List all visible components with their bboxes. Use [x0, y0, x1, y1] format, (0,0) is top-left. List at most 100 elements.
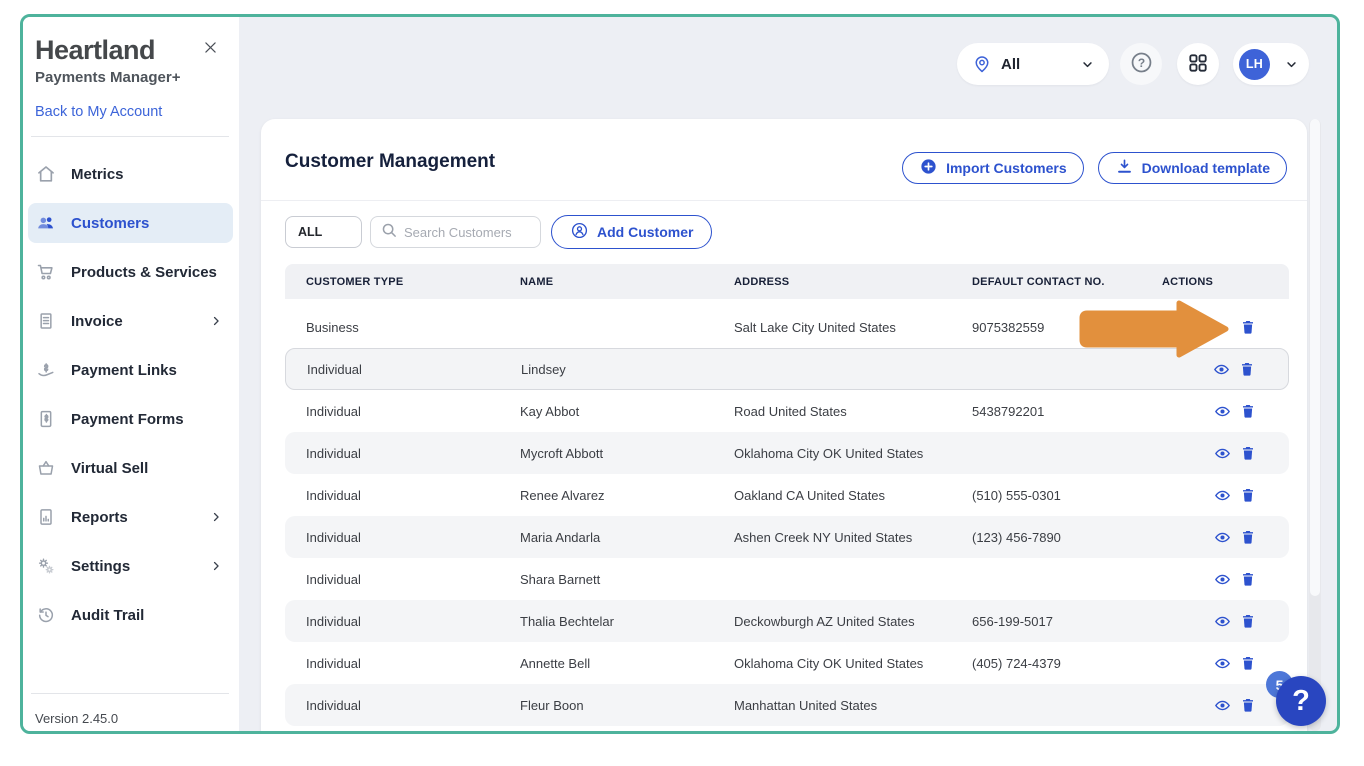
- trash-icon: [1240, 575, 1256, 588]
- cell-address: Road United States: [734, 404, 972, 419]
- import-customers-button[interactable]: Import Customers: [902, 152, 1084, 184]
- trash-icon: [1240, 449, 1256, 462]
- customer-management-card: Customer Management Import Customers Dow…: [261, 119, 1307, 734]
- delete-customer-button[interactable]: [1240, 697, 1256, 713]
- eye-icon: [1214, 450, 1231, 462]
- cell-actions: [1163, 361, 1288, 378]
- help-bubble[interactable]: ?: [1276, 676, 1326, 726]
- column-header: DEFAULT CONTACT NO.: [972, 276, 1162, 288]
- delete-customer-button[interactable]: [1239, 361, 1255, 377]
- cell-name: Annette Bell: [520, 656, 734, 671]
- apps-grid-button[interactable]: [1177, 43, 1219, 85]
- eye-icon: [1213, 366, 1230, 378]
- home-icon: [36, 164, 58, 184]
- sidebar-item-label: Reports: [71, 509, 128, 526]
- reports-icon: [36, 507, 58, 527]
- sidebar-item-customers[interactable]: Customers: [28, 203, 233, 243]
- sidebar-item-metrics[interactable]: Metrics: [28, 154, 233, 194]
- sidebar-item-payment-links[interactable]: Payment Links: [28, 350, 233, 390]
- delete-customer-button[interactable]: [1240, 487, 1256, 503]
- table-row: IndividualKay AbbotRoad United States543…: [285, 390, 1289, 432]
- sidebar-item-label: Payment Forms: [71, 411, 184, 428]
- add-customer-label: Add Customer: [597, 224, 693, 240]
- view-customer-button[interactable]: [1214, 697, 1231, 714]
- sidebar-item-label: Metrics: [71, 166, 124, 183]
- cell-name: Mycroft Abbott: [520, 446, 734, 461]
- chevron-down-icon: [1284, 57, 1299, 72]
- back-to-account-link[interactable]: Back to My Account: [35, 104, 162, 120]
- delete-customer-button[interactable]: [1240, 655, 1256, 671]
- sidebar-item-virtual-sell[interactable]: Virtual Sell: [28, 448, 233, 488]
- sidebar-item-invoice[interactable]: Invoice: [28, 301, 233, 341]
- table-header: CUSTOMER TYPENAMEADDRESSDEFAULT CONTACT …: [285, 264, 1289, 299]
- location-filter-dropdown[interactable]: All: [957, 43, 1109, 85]
- eye-icon: [1214, 534, 1231, 546]
- view-customer-button[interactable]: [1214, 613, 1231, 630]
- sidebar-item-reports[interactable]: Reports: [28, 497, 233, 537]
- app-window: Heartland Payments Manager+ Back to My A…: [0, 0, 1364, 766]
- delete-customer-button[interactable]: [1240, 613, 1256, 629]
- column-header: ACTIONS: [1162, 276, 1289, 288]
- type-filter-dropdown[interactable]: ALL: [285, 216, 362, 248]
- grid-apps-icon: [1187, 52, 1209, 77]
- user-menu[interactable]: LH: [1233, 43, 1309, 85]
- sidebar-item-products-services[interactable]: Products & Services: [28, 252, 233, 292]
- eye-icon: [1214, 618, 1231, 630]
- cell-name: Fleur Boon: [520, 698, 734, 713]
- cell-actions: [1162, 487, 1289, 504]
- chevron-right-icon[interactable]: [209, 559, 223, 573]
- help-button[interactable]: ?: [1120, 43, 1162, 85]
- cell-type: Individual: [306, 404, 520, 419]
- scrollbar[interactable]: [1309, 119, 1321, 731]
- app-frame: Heartland Payments Manager+ Back to My A…: [20, 14, 1340, 734]
- view-customer-button[interactable]: [1214, 529, 1231, 546]
- cell-type: Business: [306, 320, 520, 335]
- cell-type: Individual: [306, 698, 520, 713]
- help-widget[interactable]: 5 ?: [1259, 665, 1331, 731]
- sidebar-item-payment-forms[interactable]: Payment Forms: [28, 399, 233, 439]
- cell-name: Thalia Bechtelar: [520, 614, 734, 629]
- delete-customer-button[interactable]: [1240, 319, 1256, 335]
- add-customer-button[interactable]: Add Customer: [551, 215, 712, 249]
- cell-name: Lindsey: [521, 362, 735, 377]
- delete-customer-button[interactable]: [1240, 571, 1256, 587]
- cell-name: Renee Alvarez: [520, 488, 734, 503]
- audit-trail-icon: [36, 605, 58, 625]
- sidebar-item-label: Invoice: [71, 313, 123, 330]
- table-row: IndividualFleur BoonManhattan United Sta…: [285, 684, 1289, 726]
- view-customer-button[interactable]: [1214, 487, 1231, 504]
- sidebar-item-label: Customers: [71, 215, 149, 232]
- close-sidebar-button[interactable]: [202, 39, 219, 56]
- trash-icon: [1240, 407, 1256, 420]
- chevron-down-icon: [1080, 57, 1095, 72]
- delete-customer-button[interactable]: [1240, 529, 1256, 545]
- close-icon: [202, 44, 219, 59]
- view-customer-button[interactable]: [1214, 655, 1231, 672]
- cell-name: Kay Abbot: [520, 404, 734, 419]
- trash-icon: [1240, 533, 1256, 546]
- column-header: ADDRESS: [734, 276, 972, 288]
- search-icon: [380, 221, 398, 244]
- download-template-label: Download template: [1142, 160, 1270, 176]
- view-customer-button[interactable]: [1213, 361, 1230, 378]
- divider: [31, 693, 229, 694]
- table-row: IndividualMycroft AbbottOklahoma City OK…: [285, 432, 1289, 474]
- view-customer-button[interactable]: [1214, 445, 1231, 462]
- scrollbar-thumb[interactable]: [1310, 119, 1320, 596]
- sidebar-item-label: Payment Links: [71, 362, 177, 379]
- search-input[interactable]: [404, 225, 532, 240]
- chevron-right-icon[interactable]: [209, 314, 223, 328]
- download-template-button[interactable]: Download template: [1098, 152, 1287, 184]
- view-customer-button[interactable]: [1214, 571, 1231, 588]
- sidebar-item-settings[interactable]: Settings: [28, 546, 233, 586]
- cell-contact: 656-199-5017: [972, 614, 1162, 629]
- chevron-right-icon[interactable]: [209, 510, 223, 524]
- cell-type: Individual: [306, 488, 520, 503]
- cell-name: Shara Barnett: [520, 572, 734, 587]
- view-customer-button[interactable]: [1214, 403, 1231, 420]
- sidebar-item-audit-trail[interactable]: Audit Trail: [28, 595, 233, 635]
- delete-customer-button[interactable]: [1240, 403, 1256, 419]
- divider: [261, 200, 1307, 201]
- invoice-icon: [36, 311, 58, 331]
- delete-customer-button[interactable]: [1240, 445, 1256, 461]
